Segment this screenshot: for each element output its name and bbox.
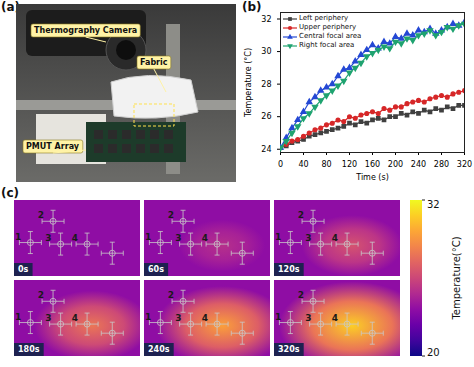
html-text:Upper periphery: Upper periphery bbox=[299, 23, 357, 31]
svg-text:24: 24 bbox=[261, 145, 271, 154]
svg-text:3: 3 bbox=[305, 233, 311, 243]
svg-text:Time (s): Time (s) bbox=[355, 173, 389, 182]
svg-text:2: 2 bbox=[298, 290, 304, 300]
svg-text:160: 160 bbox=[365, 160, 380, 169]
html-text:Right focal area: Right focal area bbox=[299, 41, 355, 49]
svg-text:PMUT Array: PMUT Array bbox=[26, 142, 80, 151]
svg-text:320s: 320s bbox=[278, 345, 300, 354]
svg-text:1: 1 bbox=[15, 232, 21, 242]
svg-text:240s: 240s bbox=[148, 345, 170, 354]
svg-text:80: 80 bbox=[321, 160, 331, 169]
svg-text:3: 3 bbox=[45, 233, 51, 243]
svg-text:2: 2 bbox=[298, 210, 304, 220]
svg-text:26: 26 bbox=[261, 112, 271, 121]
svg-text:280: 280 bbox=[434, 160, 449, 169]
svg-text:120: 120 bbox=[342, 160, 357, 169]
svg-text:200: 200 bbox=[388, 160, 403, 169]
svg-text:4: 4 bbox=[202, 313, 208, 323]
svg-text:240: 240 bbox=[411, 160, 426, 169]
svg-text:4: 4 bbox=[72, 313, 78, 323]
svg-text:2: 2 bbox=[38, 210, 44, 220]
html-text:(c): (c) bbox=[1, 186, 20, 200]
svg-text:32: 32 bbox=[427, 199, 440, 210]
svg-text:320: 320 bbox=[457, 160, 472, 169]
svg-text:Thermography Camera: Thermography Camera bbox=[34, 26, 137, 35]
svg-text:3: 3 bbox=[45, 313, 51, 323]
svg-text:4: 4 bbox=[72, 233, 78, 243]
svg-text:32: 32 bbox=[261, 15, 271, 24]
svg-text:1: 1 bbox=[145, 232, 151, 242]
svg-text:Fabric: Fabric bbox=[140, 58, 168, 67]
svg-text:3: 3 bbox=[175, 313, 181, 323]
svg-text:4: 4 bbox=[332, 233, 338, 243]
svg-text:1: 1 bbox=[15, 312, 21, 322]
svg-text:28: 28 bbox=[261, 80, 271, 89]
svg-text:1: 1 bbox=[145, 312, 151, 322]
svg-text:4: 4 bbox=[332, 313, 338, 323]
svg-text:3: 3 bbox=[305, 313, 311, 323]
svg-text:1: 1 bbox=[275, 312, 281, 322]
svg-text:0s: 0s bbox=[18, 265, 29, 274]
svg-text:0: 0 bbox=[278, 160, 283, 169]
svg-text:60s: 60s bbox=[148, 265, 164, 274]
svg-text:2: 2 bbox=[168, 210, 174, 220]
html-text:(b): (b) bbox=[242, 0, 262, 14]
svg-text:40: 40 bbox=[298, 160, 308, 169]
svg-text:1: 1 bbox=[275, 232, 281, 242]
svg-text:3: 3 bbox=[175, 233, 181, 243]
svg-text:20: 20 bbox=[427, 347, 440, 358]
svg-text:30: 30 bbox=[261, 47, 271, 56]
svg-text:Temperature(°C): Temperature(°C) bbox=[451, 236, 462, 320]
svg-text:Temperature (°C): Temperature (°C) bbox=[244, 48, 253, 118]
html-text:Left periphery: Left periphery bbox=[299, 14, 349, 22]
html-text:Central focal area: Central focal area bbox=[299, 32, 362, 40]
html-text:(a): (a) bbox=[1, 0, 21, 14]
svg-text:2: 2 bbox=[38, 290, 44, 300]
svg-text:180s: 180s bbox=[18, 345, 40, 354]
svg-text:120s: 120s bbox=[278, 265, 300, 274]
svg-text:4: 4 bbox=[202, 233, 208, 243]
svg-text:2: 2 bbox=[168, 290, 174, 300]
